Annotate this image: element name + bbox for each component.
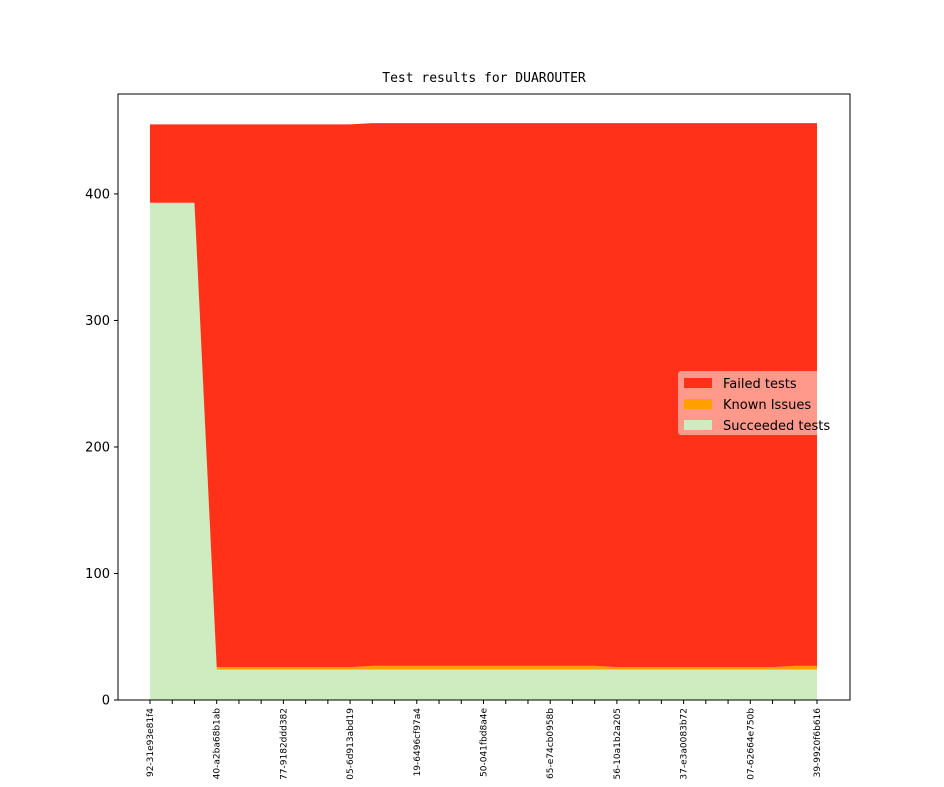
- x-tick-label: 07-62664e750b: [746, 708, 756, 780]
- legend-swatch: [684, 399, 712, 409]
- legend-swatch: [684, 420, 712, 430]
- y-tick-label: 100: [85, 567, 110, 582]
- x-tick-label: 65-e74cb0958b: [546, 708, 556, 779]
- x-tick-label: 40-a2ba68b1ab: [213, 708, 223, 780]
- x-tick-label: 39-9920f6b616: [813, 708, 823, 778]
- x-tick-label: 05-6d913abd19: [346, 708, 356, 780]
- y-tick-label: 400: [85, 187, 110, 202]
- y-tick-label: 0: [102, 694, 110, 709]
- legend-label: Known Issues: [723, 398, 811, 413]
- y-tick-label: 200: [85, 440, 110, 455]
- x-tick-label: 19-6496cf97a4: [413, 708, 423, 777]
- x-tick-label: 92-31e93e81f4: [146, 708, 156, 777]
- legend-swatch: [684, 378, 712, 388]
- legend-box: [678, 371, 842, 435]
- x-tick-label: 50-041fbd8a4e: [480, 708, 490, 777]
- y-tick-label: 300: [85, 314, 110, 329]
- x-tick-label: 37-e3a0083b72: [680, 708, 690, 780]
- x-tick-label: 77-9182ddd382: [279, 708, 289, 780]
- chart-title: Test results for DUAROUTER: [382, 71, 586, 86]
- legend-label: Failed tests: [723, 377, 797, 392]
- x-tick-label: 56-10a1b2a205: [613, 708, 623, 780]
- area: [150, 123, 817, 668]
- legend-label: Succeeded tests: [723, 419, 830, 434]
